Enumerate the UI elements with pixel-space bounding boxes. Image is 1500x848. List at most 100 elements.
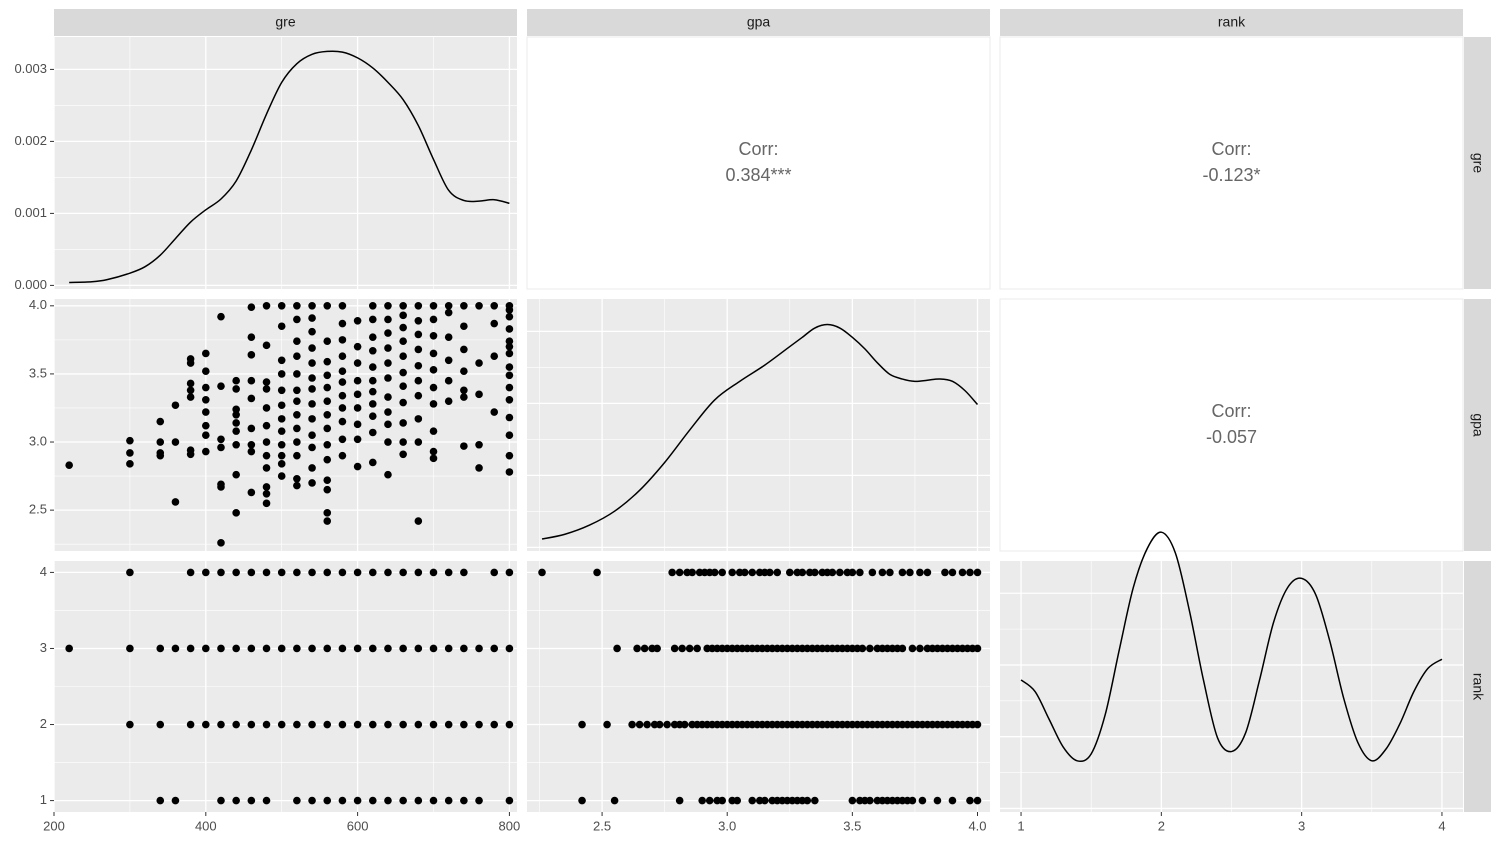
scatter-point-gre-gpa [217, 435, 225, 444]
scatter-point-gre-rank [475, 796, 483, 805]
scatter-point-gre-gpa [293, 386, 301, 395]
scatter-point-gre-rank [384, 644, 392, 653]
scatter-point-gre-gpa [293, 438, 301, 446]
scatter-point-gre-rank [293, 720, 301, 729]
scatter-point-gre-rank [505, 796, 514, 805]
scatter-point-gre-gpa [429, 331, 438, 340]
scatter-point-gre-gpa [277, 370, 286, 378]
scatter-point-gre-gpa [460, 345, 468, 354]
scatter-point-gre-gpa [202, 421, 210, 430]
scatter-point-gpa-rank [685, 644, 694, 653]
scatter-point-gpa-rank [773, 568, 782, 577]
scatter-point-gre-gpa [277, 451, 286, 460]
scatter-point-gre-gpa [293, 410, 301, 419]
scatter-point-gre-rank [247, 796, 256, 805]
density-line-gre [69, 50, 510, 284]
scatter-point-gre-gpa [384, 438, 392, 446]
scatter-point-gpa-rank [886, 568, 894, 577]
scatter-point-gre-gpa [308, 464, 316, 472]
scatter-point-gpa-rank [765, 568, 774, 577]
scatter-point-gpa-rank [906, 568, 914, 577]
scatter-point-gre-gpa [475, 440, 483, 449]
scatter-point-gre-rank [171, 644, 180, 653]
scatter-point-gre-gpa [490, 408, 499, 416]
scatter-point-gre-gpa [323, 476, 332, 484]
scatter-point-gre-gpa [338, 451, 347, 460]
scatter-point-gre-gpa [353, 359, 362, 367]
scatter-point-gre-rank [444, 796, 453, 805]
row-strip-label-gpa: gpa [1470, 413, 1486, 437]
scatter-point-gre-rank [444, 568, 453, 577]
scatter-point-gpa-rank [655, 720, 664, 729]
scatter-point-gre-gpa [414, 415, 423, 423]
scatter-point-gre-rank [202, 644, 210, 653]
scatter-point-gre-gpa [505, 312, 514, 321]
scatter-point-gpa-rank [973, 796, 982, 805]
scatter-point-gre-gpa [232, 385, 240, 393]
scatter-point-gre-rank [399, 568, 407, 577]
scatter-point-gre-gpa [505, 396, 514, 404]
scatter-point-gpa-rank [670, 644, 679, 653]
x-tick-label-gpa: 4.0 [968, 818, 986, 833]
scatter-point-gpa-rank [578, 720, 586, 729]
scatter-point-gre-gpa [429, 454, 438, 463]
scatter-point-gre-gpa [156, 438, 165, 446]
scatter-point-gre-gpa [460, 442, 468, 450]
scatter-point-gre-gpa [323, 302, 332, 310]
scatter-point-gre-gpa [247, 376, 256, 385]
scatter-point-gpa-rank [868, 568, 877, 577]
scatter-point-gre-gpa [384, 329, 392, 337]
scatter-point-gre-gpa [262, 438, 271, 446]
scatter-point-gre-rank [384, 720, 392, 729]
scatter-point-gre-gpa [247, 303, 256, 311]
scatter-point-gre-rank [186, 568, 195, 577]
scatter-point-gre-gpa [308, 479, 316, 487]
x-tick-label-rank: 3 [1298, 818, 1305, 833]
scatter-point-gre-gpa [293, 337, 301, 346]
scatter-point-gre-gpa [308, 314, 316, 322]
scatter-point-gre-gpa [247, 488, 256, 497]
scatter-point-gre-rank [202, 568, 210, 577]
scatter-point-gre-gpa [338, 367, 347, 375]
scatter-point-gre-gpa [384, 344, 392, 352]
scatter-point-gre-gpa [429, 315, 438, 324]
scatter-point-gre-gpa [308, 302, 316, 310]
scatter-point-gre-rank [353, 644, 362, 653]
scatter-point-gpa-rank [966, 568, 974, 577]
scatter-point-gre-gpa [399, 398, 407, 407]
panel-gpa-rank [999, 298, 1464, 552]
scatter-point-gpa-rank [538, 568, 546, 577]
scatter-point-gre-gpa [353, 316, 362, 325]
scatter-point-gre-gpa [247, 424, 256, 433]
y-tick-label-density: 0.000 [14, 277, 47, 292]
scatter-point-gre-rank [490, 568, 499, 577]
scatter-point-gpa-rank [966, 796, 974, 805]
scatter-point-gre-gpa [429, 349, 438, 358]
scatter-point-gre-gpa [429, 427, 438, 435]
scatter-point-gre-rank [353, 568, 362, 577]
scatter-point-gre-gpa [323, 357, 332, 366]
scatter-point-gre-rank [247, 644, 256, 653]
scatter-point-gre-gpa [156, 417, 165, 426]
scatter-point-gre-gpa [308, 344, 316, 352]
scatter-point-gre-gpa [353, 342, 362, 351]
scatter-point-gre-gpa [399, 368, 407, 377]
scatter-point-gre-gpa [277, 460, 286, 468]
scatter-point-gre-rank [444, 720, 453, 729]
scatter-point-gpa-rank [640, 644, 649, 653]
scatter-point-gpa-rank [941, 568, 949, 577]
scatter-point-gre-rank [126, 720, 134, 729]
scatter-point-gre-rank [368, 796, 377, 805]
scatter-point-gre-gpa [368, 333, 377, 341]
corr-label-gpa-rank: Corr: [1212, 401, 1252, 421]
scatter-point-gre-rank [384, 568, 392, 577]
scatter-point-gre-gpa [414, 361, 423, 370]
column-strip-gre [54, 9, 517, 36]
scatter-point-gpa-rank [628, 720, 636, 729]
scatter-point-gre-gpa [368, 412, 377, 420]
scatter-point-gre-gpa [414, 391, 423, 400]
scatter-point-gre-rank [505, 720, 514, 729]
scatter-point-gpa-rank [973, 644, 982, 653]
scatter-point-gre-gpa [262, 378, 271, 386]
